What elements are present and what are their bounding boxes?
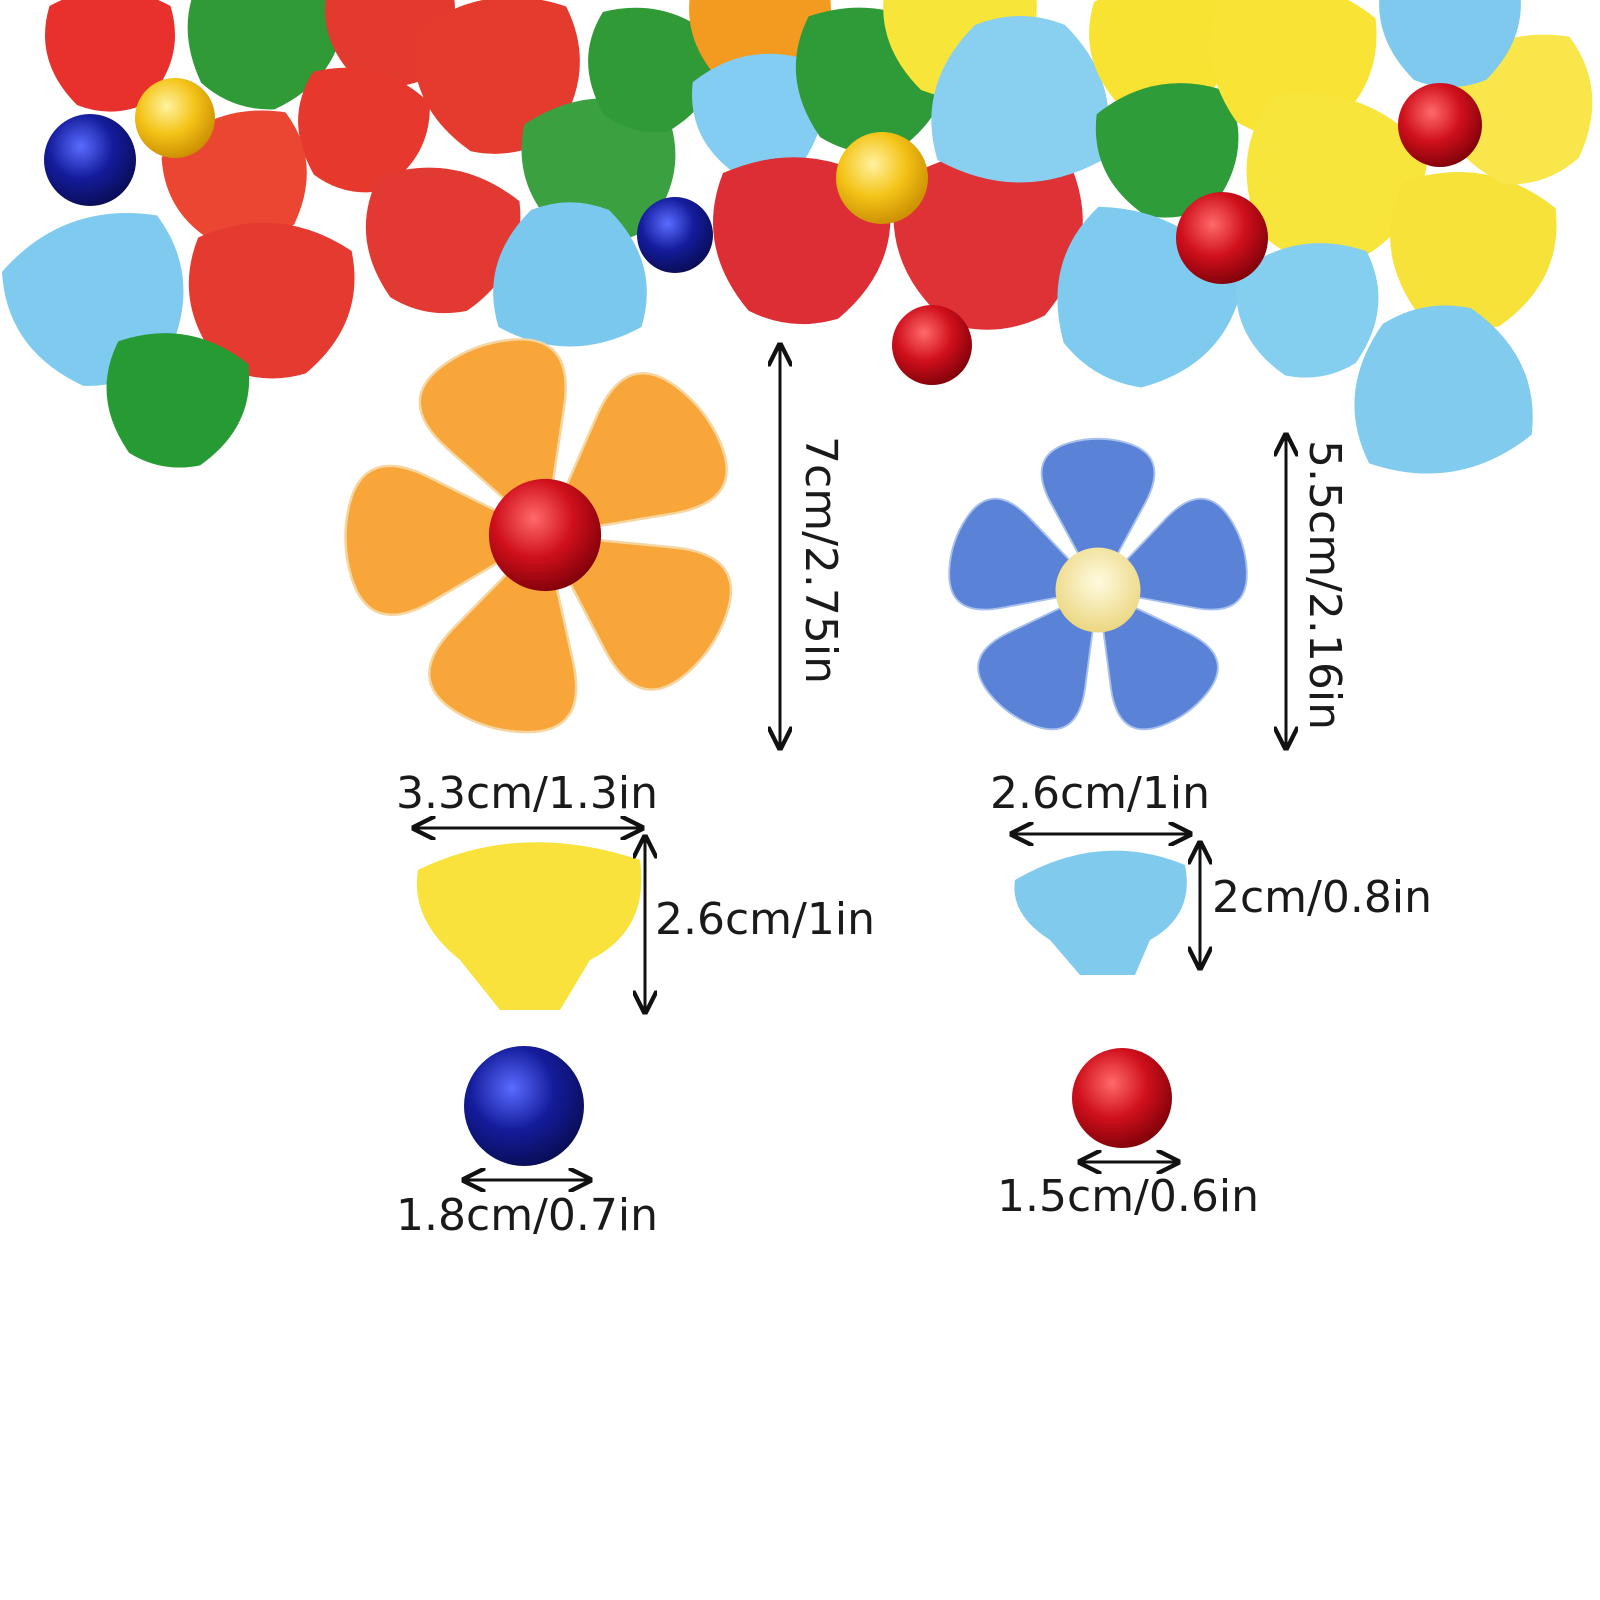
measurement-label: 5.5cm/2.16in <box>1299 440 1350 730</box>
measurement-arrows <box>414 345 1286 1180</box>
measurement-label: 2.6cm/1in <box>655 894 875 945</box>
measurement-label: 2cm/0.8in <box>1212 872 1432 923</box>
scattered-glass-pieces <box>0 0 1600 487</box>
measurement-label: 2.6cm/1in <box>990 768 1210 819</box>
measurement-label: 7cm/2.75in <box>795 436 846 684</box>
yellow-petal <box>416 842 642 1010</box>
measurement-label: 1.8cm/0.7in <box>396 1190 658 1241</box>
blue-gem <box>464 1046 584 1166</box>
red-gem <box>1072 1048 1172 1148</box>
measurement-label: 3.3cm/1.3in <box>396 768 658 819</box>
blue-flower <box>935 437 1261 747</box>
orange-flower <box>341 320 754 749</box>
measurement-label: 1.5cm/0.6in <box>997 1171 1259 1222</box>
blue-petal <box>1014 850 1187 975</box>
